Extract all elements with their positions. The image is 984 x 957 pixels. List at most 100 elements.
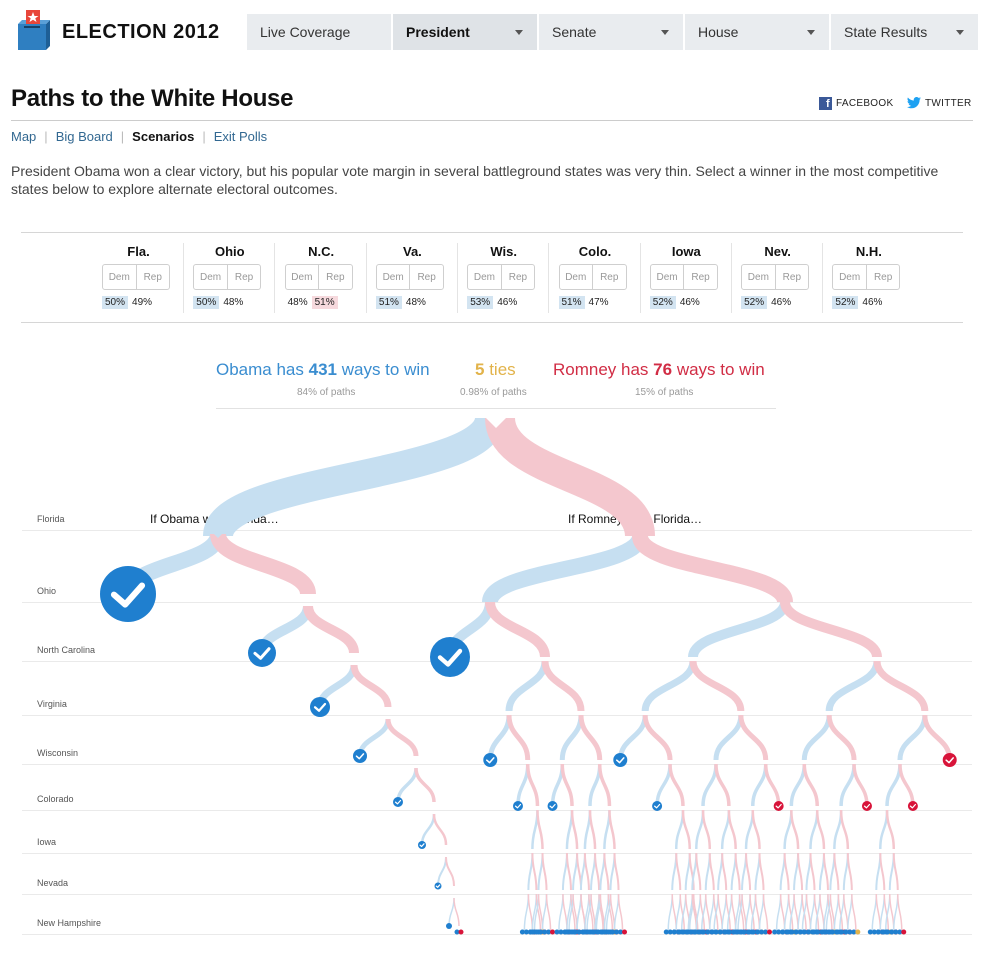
obama-win-node [554, 929, 560, 935]
dem-path [516, 763, 530, 807]
vote-share: 52% 46% [649, 296, 704, 309]
obama-win-node [538, 929, 544, 935]
tree-paths [120, 414, 953, 931]
dem-button[interactable]: Dem [565, 271, 587, 283]
rep-button[interactable]: Rep [683, 265, 717, 289]
subnav-scenarios[interactable]: Scenarios [132, 129, 195, 144]
rep-path [210, 532, 316, 596]
rep-path [598, 893, 604, 931]
state-name: Iowa [671, 244, 701, 259]
state-name: Nev. [764, 244, 791, 259]
obama-win-node [310, 697, 330, 717]
dem-button[interactable]: Dem [473, 271, 495, 283]
rep-path [738, 714, 769, 761]
rep-button[interactable]: Rep [226, 265, 261, 289]
dem-button[interactable]: Dem [199, 271, 222, 283]
rep-button[interactable]: Rep [865, 265, 900, 289]
subnav-separator: | [44, 129, 48, 144]
row-label: Colorado [37, 794, 74, 804]
dem-button[interactable]: Dem [747, 271, 769, 283]
obama-win-node [582, 929, 588, 935]
rep-percent: 46% [497, 297, 518, 308]
rep-path [875, 893, 882, 931]
state-column: Iowa Dem Rep 52% 46% [641, 233, 732, 324]
rep-button[interactable]: Rep [774, 265, 809, 289]
rep-button[interactable]: Rep [135, 265, 170, 289]
state-selector-panel: Fla. Dem Rep 50% 49% Ohio Dem Rep 50% 48% N.C. Dem R… [21, 232, 963, 323]
dem-path [751, 763, 768, 807]
rep-button[interactable]: Rep [318, 265, 352, 289]
row-gridline [22, 934, 972, 935]
check-icon [616, 757, 625, 764]
dem-path [701, 763, 718, 807]
state-column: Va. Dem Rep 51% 48% [367, 233, 458, 324]
rep-path [727, 809, 737, 850]
dem-button[interactable]: Dem [108, 271, 130, 283]
ties-count: 5 [475, 360, 485, 379]
state-column: N.H. Dem Rep 52% 46% [823, 233, 914, 324]
dem-path [709, 893, 715, 931]
rep-percent: 49% [132, 297, 153, 308]
rep-button[interactable]: Rep [500, 265, 535, 289]
rep-button[interactable]: Rep [592, 265, 626, 289]
rep-path [562, 893, 568, 931]
rep-percent: 48% [223, 297, 244, 308]
rep-path [851, 893, 857, 931]
dem-path [809, 809, 819, 850]
florida-dem-node [210, 522, 226, 538]
obama-win-node [568, 929, 574, 935]
obama-win-node [667, 929, 673, 935]
state-name: Colo. [578, 244, 612, 259]
rep-button[interactable]: Rep [409, 265, 443, 289]
column-separator [639, 243, 641, 313]
rep-path [879, 852, 886, 891]
dem-percent: 50% [193, 296, 220, 309]
dem-path [448, 897, 455, 927]
dem-button[interactable]: Dem [656, 271, 678, 283]
romney-win-node [767, 929, 773, 935]
dem-button[interactable]: Dem [291, 271, 313, 283]
rep-path [531, 852, 538, 891]
state-name: Ohio [214, 244, 245, 259]
row-label: Wisconsin [37, 748, 79, 758]
check-icon [909, 803, 916, 809]
nav-house[interactable]: House [685, 14, 831, 50]
nav-state-results[interactable]: State Results [831, 14, 978, 50]
rep-path [721, 852, 728, 891]
romney-win-node [861, 801, 872, 811]
romney-win-node [907, 801, 918, 811]
obama-win-node [717, 929, 723, 935]
rep-path [802, 763, 819, 807]
dem-path [541, 893, 548, 931]
brand-title[interactable]: ELECTION 2012 [62, 21, 220, 43]
column-separator [365, 243, 367, 313]
subnav-map[interactable]: Map [11, 129, 37, 144]
subnav-big-board[interactable]: Big Board [55, 129, 113, 144]
dem-percent: 52% [741, 296, 768, 309]
dem-button[interactable]: Dem [382, 271, 404, 283]
romney-prefix: Romney has [553, 360, 654, 379]
dem-path [655, 763, 672, 807]
rep-path [725, 893, 731, 931]
rep-path [852, 763, 869, 807]
rep-path [793, 893, 799, 931]
obama-win-node [851, 929, 857, 935]
obama-win-node [691, 929, 697, 935]
row-gridline [22, 530, 972, 531]
dem-button[interactable]: Dem [839, 271, 861, 283]
nav-label: President [406, 24, 470, 40]
dem-path [641, 660, 697, 712]
facebook-share-button[interactable]: f FACEBOOK [819, 97, 893, 110]
nav-senate[interactable]: Senate [539, 14, 685, 50]
twitter-share-button[interactable]: TWITTER [907, 97, 972, 109]
rep-path [787, 893, 794, 931]
rep-path [642, 714, 673, 761]
nav-live-coverage[interactable]: Live Coverage [247, 14, 393, 50]
subnav-exit-polls[interactable]: Exit Polls [213, 129, 268, 144]
obama-win-node [793, 929, 799, 935]
obama-win-node [100, 566, 156, 622]
ballot-box-logo-icon[interactable] [18, 10, 50, 50]
subnav-separator: | [120, 129, 125, 144]
nav-president[interactable]: President [393, 14, 539, 50]
rep-path [692, 893, 699, 931]
